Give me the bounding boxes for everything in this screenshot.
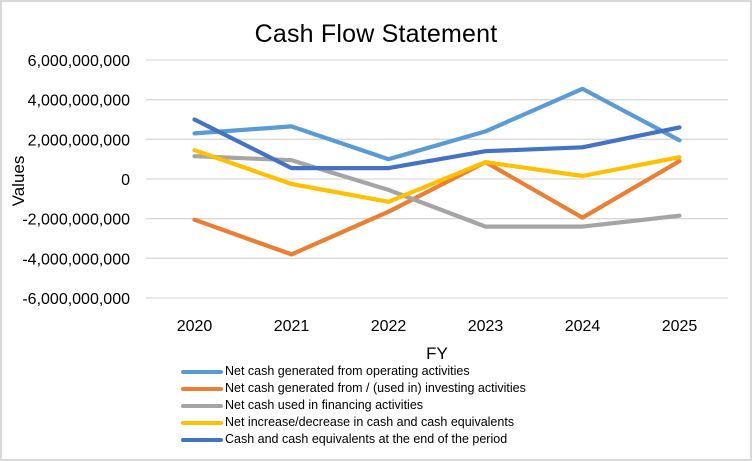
legend-label: Cash and cash equivalents at the end of … — [225, 432, 508, 446]
series-line — [192, 154, 682, 229]
legend-swatch-icon — [181, 420, 223, 425]
y-axis-ticks: 6,000,000,000 4,000,000,000 2,000,000,000 0… — [22, 53, 130, 308]
x-tick-label: 2021 — [274, 318, 310, 335]
y-tick-label: -4,000,000,000 — [22, 251, 130, 268]
gridlines — [146, 59, 728, 299]
legend-item: Net cash used in financing activities — [181, 397, 526, 414]
legend-item: Cash and cash equivalents at the end of … — [181, 431, 526, 448]
legend-swatch-icon — [181, 403, 223, 408]
y-tick-label: 0 — [121, 172, 130, 189]
series-line — [192, 148, 682, 204]
x-tick-label: 2024 — [565, 318, 601, 335]
x-axis-ticks: 2020 2021 2022 2023 2024 2025 — [177, 318, 698, 335]
series-lines — [192, 86, 682, 257]
legend-label: Net cash generated from / (used in) inve… — [225, 381, 526, 395]
y-tick-label: 4,000,000,000 — [28, 93, 130, 110]
y-tick-label: 6,000,000,000 — [28, 53, 130, 70]
x-tick-label: 2025 — [662, 318, 698, 335]
x-tick-label: 2020 — [177, 318, 213, 335]
legend-swatch-icon — [181, 386, 223, 391]
x-tick-label: 2023 — [468, 318, 504, 335]
series-line — [192, 86, 682, 162]
legend-swatch-icon — [181, 437, 223, 442]
legend-item: Net cash generated from / (used in) inve… — [181, 380, 526, 397]
y-tick-label: -2,000,000,000 — [22, 212, 130, 229]
legend-label: Net increase/decrease in cash and cash e… — [225, 415, 515, 429]
y-tick-label: 2,000,000,000 — [28, 132, 130, 149]
legend: Net cash generated from operating activi… — [181, 363, 526, 448]
x-axis-label: FY — [426, 344, 448, 363]
legend-label: Net cash generated from operating activi… — [225, 364, 470, 378]
legend-item: Net cash generated from operating activi… — [181, 363, 526, 380]
series-line — [192, 159, 682, 257]
series-line — [192, 117, 682, 171]
chart-title: Cash Flow Statement — [254, 20, 498, 48]
y-tick-label: -6,000,000,000 — [22, 291, 130, 308]
y-axis-label: Values — [9, 156, 28, 207]
x-tick-label: 2022 — [371, 318, 407, 335]
legend-item: Net increase/decrease in cash and cash e… — [181, 414, 526, 431]
legend-label: Net cash used in financing activities — [225, 398, 424, 412]
legend-swatch-icon — [181, 369, 223, 374]
